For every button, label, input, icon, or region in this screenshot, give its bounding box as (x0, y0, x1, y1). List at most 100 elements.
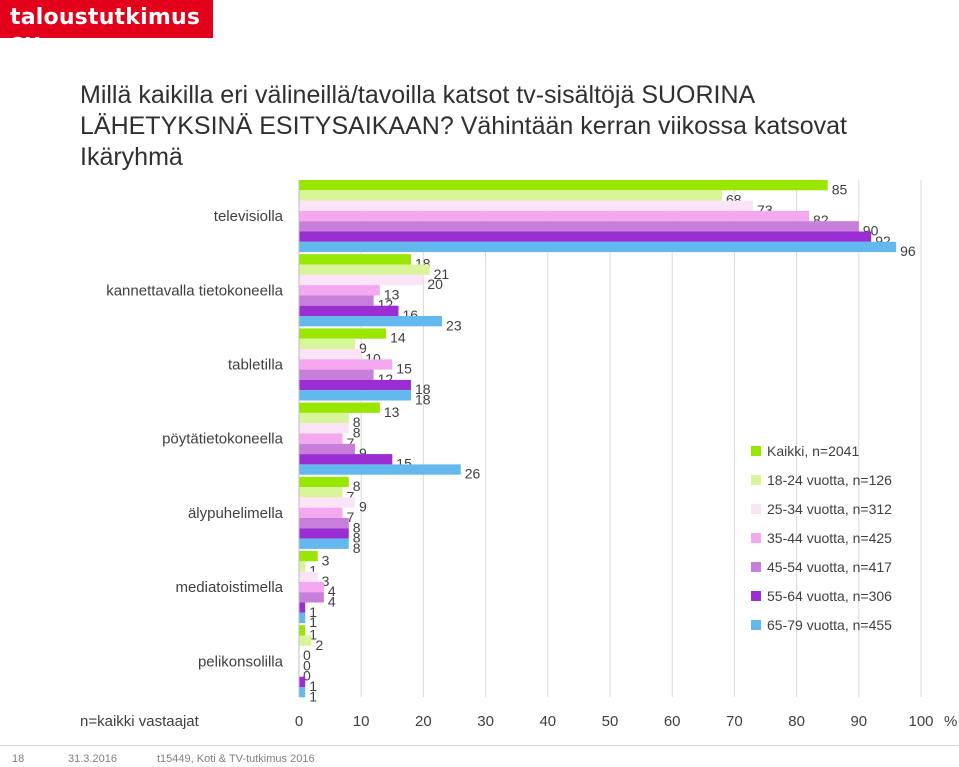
bar (299, 316, 443, 327)
bar (299, 464, 461, 475)
bar (299, 507, 343, 518)
legend-swatch (751, 446, 761, 456)
x-tick-label: 20 (415, 713, 432, 730)
data-label: 9 (359, 340, 367, 356)
data-label: 1 (309, 627, 317, 643)
bar (299, 497, 355, 508)
bar (299, 635, 312, 646)
legend-entry: Kaikki, n=2041 (767, 443, 859, 459)
data-label: 9 (359, 445, 367, 461)
bar (299, 538, 349, 549)
footer-page-number: 18 (12, 753, 25, 765)
legend-entry: 65-79 vuotta, n=455 (767, 617, 892, 633)
footer-divider (0, 745, 959, 746)
bar (299, 285, 380, 296)
data-label: 9 (359, 499, 367, 515)
category-label: televisiolla (214, 208, 284, 225)
data-label: 96 (900, 243, 916, 259)
bar (299, 454, 393, 465)
bar (299, 349, 362, 360)
data-label: 8 (353, 425, 361, 441)
x-axis-unit: % (944, 713, 957, 730)
category-label: pöytätietokoneella (162, 431, 284, 448)
data-label: 1 (309, 614, 317, 630)
bar (299, 241, 897, 253)
legend-swatch (751, 533, 761, 543)
data-label: 18 (415, 392, 431, 408)
bar (299, 338, 355, 349)
data-label: 18 (415, 381, 431, 397)
bar (299, 571, 318, 582)
data-label: 3 (322, 552, 330, 568)
legend-swatch (751, 620, 761, 630)
data-label: 13 (384, 286, 400, 302)
footer-source: t15449, Koti & TV-tutkimus 2016 (157, 753, 315, 765)
bar (299, 295, 374, 306)
legend-swatch (751, 504, 761, 514)
data-label: 3 (322, 573, 330, 589)
chart-title: Millä kaikilla eri välineillä/tavoilla k… (80, 80, 900, 173)
chart-subtitle: Ikäryhmä (80, 143, 183, 171)
bar (299, 305, 399, 316)
bar (299, 581, 324, 593)
legend-entry: 35-44 vuotta, n=425 (767, 530, 892, 546)
data-label: 8 (353, 530, 361, 546)
bar (299, 518, 349, 529)
brand-logo: taloustutkimus oy (0, 0, 213, 55)
data-label: 20 (427, 276, 443, 292)
bar (299, 561, 306, 572)
bar (299, 200, 754, 211)
legend-entry: 55-64 vuotta, n=306 (767, 588, 892, 604)
x-tick-label: 10 (353, 713, 370, 730)
bar (299, 274, 424, 286)
legend-swatch (751, 562, 761, 572)
data-label: 7 (347, 488, 355, 504)
x-tick-label: 90 (850, 713, 867, 730)
data-label: 8 (353, 519, 361, 535)
bar (299, 443, 355, 455)
bar (299, 180, 828, 191)
bar (299, 592, 324, 603)
x-tick-label: 40 (539, 713, 556, 730)
data-label: 8 (353, 478, 361, 494)
data-label: 13 (384, 404, 400, 420)
data-label: 8 (353, 414, 361, 430)
data-label: 4 (328, 594, 336, 610)
bar (299, 231, 872, 242)
data-label: 7 (347, 435, 355, 451)
x-tick-label: 0 (295, 713, 303, 730)
category-label: älypuhelimella (188, 505, 284, 522)
data-label: 0 (303, 647, 311, 663)
bar-chart: 0 10 20 30 40 50 60 70 80 90 100 %n=kaikki vastaaja… (80, 180, 957, 730)
bar (299, 412, 349, 424)
data-label: 14 (390, 330, 406, 346)
bar (299, 676, 306, 687)
bar (299, 402, 380, 413)
bar (299, 390, 411, 401)
data-label: 1 (309, 688, 317, 704)
data-label: 8 (353, 540, 361, 556)
bar (299, 551, 318, 562)
legend-entry: 25-34 vuotta, n=312 (767, 501, 892, 517)
x-tick-label: 50 (602, 713, 619, 730)
legend-entry: 45-54 vuotta, n=417 (767, 559, 892, 575)
bar (299, 190, 722, 201)
bar (299, 528, 349, 539)
x-tick-label: 100 (908, 713, 933, 730)
data-label: 0 (303, 668, 311, 684)
category-label: tabletilla (228, 356, 284, 373)
bar (299, 254, 411, 265)
x-tick-label: 60 (664, 713, 681, 730)
data-label: 21 (434, 266, 450, 282)
data-label: 23 (446, 317, 462, 333)
data-label: 1 (309, 604, 317, 620)
legend-entry: 18-24 vuotta, n=126 (767, 472, 892, 488)
bar (299, 328, 387, 339)
bar (299, 602, 306, 613)
category-label: kannettavalla tietokoneella (106, 282, 283, 299)
x-axis-label: n=kaikki vastaajat (80, 713, 200, 730)
bar (299, 612, 306, 624)
category-label: mediatoistimella (175, 579, 283, 596)
bar (299, 433, 343, 444)
brand-logo-text: taloustutkimus oy (10, 5, 201, 55)
